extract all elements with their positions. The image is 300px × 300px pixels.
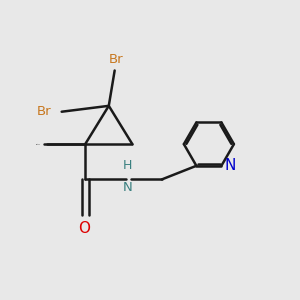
Text: N: N — [123, 181, 133, 194]
Text: N: N — [224, 158, 236, 173]
Text: methyl: methyl — [36, 143, 41, 145]
Text: Br: Br — [109, 53, 124, 66]
Text: Br: Br — [37, 105, 51, 118]
Text: H: H — [123, 159, 133, 172]
Text: O: O — [78, 221, 90, 236]
